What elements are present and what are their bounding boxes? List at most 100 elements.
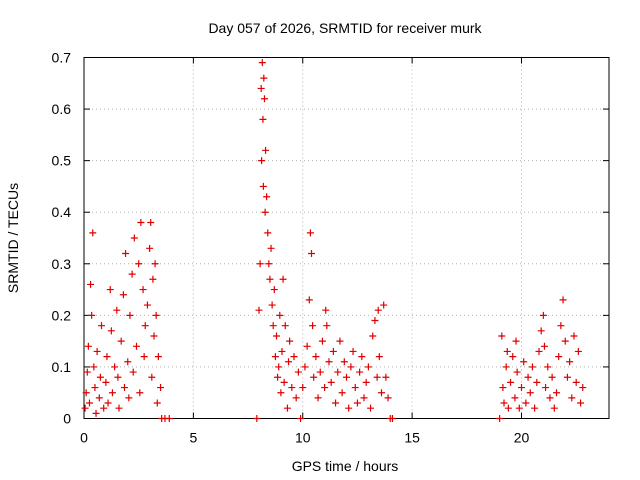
- data-point: [277, 389, 285, 397]
- data-point: [165, 415, 173, 422]
- data-points: [81, 59, 587, 422]
- data-point: [139, 286, 147, 294]
- data-point: [499, 384, 507, 392]
- y-axis-label: SRMTID / TECUs: [5, 183, 21, 293]
- data-point: [522, 399, 530, 407]
- data-point: [280, 378, 288, 386]
- data-point: [540, 342, 548, 350]
- data-point: [316, 368, 324, 376]
- data-point: [345, 404, 353, 412]
- data-point: [504, 404, 512, 412]
- data-point: [496, 415, 504, 422]
- data-point: [120, 384, 128, 392]
- data-point: [303, 342, 311, 350]
- data-point: [574, 347, 582, 355]
- data-point: [253, 415, 261, 422]
- data-point: [258, 59, 266, 67]
- data-point: [563, 373, 571, 381]
- data-point: [274, 373, 282, 381]
- data-point: [327, 378, 335, 386]
- data-point: [537, 327, 545, 335]
- data-point: [566, 358, 574, 366]
- x-tick-label: 5: [189, 430, 197, 446]
- data-point: [561, 337, 569, 345]
- x-tick-label: 15: [404, 430, 420, 446]
- data-point: [382, 373, 390, 381]
- data-point: [154, 353, 162, 361]
- data-point: [124, 358, 132, 366]
- data-point: [334, 368, 342, 376]
- data-point: [498, 332, 506, 340]
- data-point: [388, 415, 396, 422]
- data-point: [314, 394, 322, 402]
- data-point: [358, 353, 366, 361]
- data-point: [308, 249, 315, 257]
- data-point: [125, 394, 133, 402]
- data-point: [151, 260, 159, 268]
- x-axis-label: GPS time / hours: [292, 458, 399, 474]
- data-point: [133, 342, 140, 350]
- data-point: [294, 368, 302, 376]
- data-point: [515, 404, 523, 412]
- y-tick-label: 0.4: [52, 204, 72, 220]
- data-point: [157, 384, 165, 392]
- data-point: [360, 394, 368, 402]
- data-point: [140, 353, 148, 361]
- x-tick-label: 20: [514, 430, 530, 446]
- data-point: [546, 394, 554, 402]
- data-point: [518, 384, 525, 392]
- data-point: [96, 373, 104, 381]
- data-point: [278, 347, 286, 355]
- data-point: [106, 286, 114, 294]
- data-point: [88, 311, 96, 319]
- data-point: [137, 219, 145, 227]
- data-point: [146, 244, 154, 252]
- data-point: [507, 378, 515, 386]
- data-point: [279, 275, 287, 283]
- data-point: [128, 270, 136, 278]
- data-point: [325, 358, 333, 366]
- chart-title: Day 057 of 2026, SRMTID for receiver mur…: [208, 20, 482, 36]
- data-point: [502, 363, 510, 371]
- data-point: [130, 234, 138, 242]
- data-point: [267, 244, 275, 252]
- data-point: [380, 301, 388, 309]
- axes: 0 0.1 0.2 0.3 0.4 0.5 0.6 0.7 0 5 10 15 20: [52, 50, 609, 446]
- data-point: [299, 384, 307, 392]
- data-point: [509, 353, 517, 361]
- data-point: [336, 337, 344, 345]
- y-tick-label: 0.2: [52, 307, 72, 323]
- data-point: [544, 363, 552, 371]
- data-point: [108, 389, 116, 397]
- data-point: [135, 260, 143, 268]
- data-point: [570, 332, 578, 340]
- data-point: [255, 306, 263, 314]
- data-point: [356, 368, 364, 376]
- data-point: [520, 358, 528, 366]
- data-point: [367, 404, 375, 412]
- data-point: [104, 399, 112, 407]
- data-point: [111, 363, 119, 371]
- data-point: [285, 358, 293, 366]
- data-point: [85, 399, 93, 407]
- data-point: [362, 378, 370, 386]
- data-point: [102, 378, 110, 386]
- y-tick-label: 0: [63, 411, 71, 427]
- data-point: [340, 358, 348, 366]
- data-point: [150, 332, 158, 340]
- data-point: [526, 389, 534, 397]
- data-point: [260, 95, 268, 103]
- data-point: [257, 84, 265, 92]
- plot-frame: [83, 57, 610, 419]
- data-point: [93, 347, 101, 355]
- data-point: [312, 353, 320, 361]
- data-point: [90, 363, 98, 371]
- y-tick-label: 0.1: [52, 359, 72, 375]
- data-point: [271, 353, 279, 361]
- grid-lines: [84, 57, 609, 419]
- data-point: [364, 363, 372, 371]
- data-point: [528, 363, 536, 371]
- data-point: [260, 74, 268, 82]
- data-point: [91, 384, 99, 392]
- data-point: [152, 311, 160, 319]
